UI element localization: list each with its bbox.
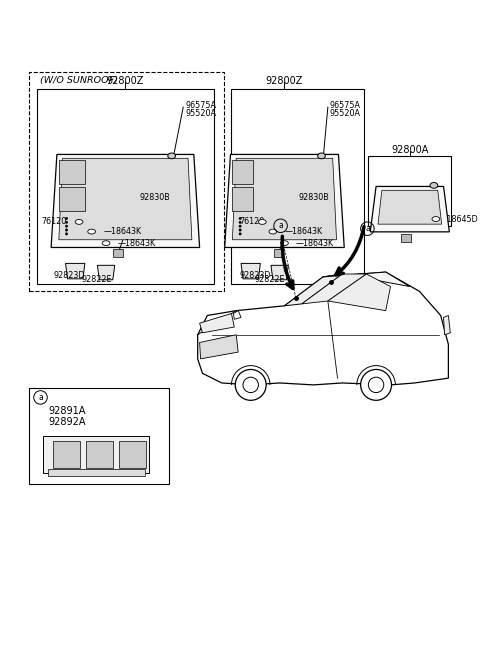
Bar	[36, 89, 214, 283]
Polygon shape	[370, 186, 449, 232]
Polygon shape	[66, 264, 85, 279]
Circle shape	[235, 369, 266, 400]
Text: 96575A: 96575A	[330, 101, 361, 110]
Bar	[232, 188, 253, 211]
Bar	[401, 234, 411, 241]
Ellipse shape	[239, 233, 241, 235]
Circle shape	[360, 369, 392, 400]
Text: —18643K: —18643K	[296, 239, 334, 248]
Ellipse shape	[269, 229, 277, 234]
Ellipse shape	[430, 182, 438, 188]
Text: 76120: 76120	[41, 217, 67, 226]
Ellipse shape	[432, 216, 440, 222]
Ellipse shape	[75, 220, 83, 224]
Ellipse shape	[65, 229, 68, 231]
Text: (W/O SUNROOF): (W/O SUNROOF)	[40, 75, 119, 85]
Polygon shape	[51, 154, 200, 247]
Bar	[59, 160, 85, 184]
Bar	[29, 388, 169, 484]
Polygon shape	[328, 274, 391, 311]
Bar	[59, 188, 85, 211]
Text: 92830B: 92830B	[140, 194, 170, 202]
Polygon shape	[198, 272, 448, 385]
Text: 18645D: 18645D	[444, 215, 477, 224]
Polygon shape	[241, 264, 260, 279]
Polygon shape	[232, 158, 336, 240]
Text: 92822E: 92822E	[255, 276, 285, 284]
Bar	[53, 441, 80, 468]
Text: 92800Z: 92800Z	[107, 76, 144, 86]
Bar	[43, 436, 149, 472]
Text: a: a	[38, 393, 43, 402]
Text: —18643K: —18643K	[118, 239, 156, 248]
Text: 95520A: 95520A	[185, 110, 216, 119]
Ellipse shape	[168, 153, 176, 159]
Ellipse shape	[65, 217, 68, 220]
Text: —18643K: —18643K	[103, 227, 141, 236]
Bar	[113, 249, 123, 257]
Text: a: a	[278, 221, 283, 230]
Text: 96575A: 96575A	[185, 101, 216, 110]
Text: 92823D: 92823D	[239, 272, 271, 280]
Polygon shape	[378, 190, 442, 224]
Ellipse shape	[65, 225, 68, 228]
Text: 76120: 76120	[239, 217, 264, 226]
Polygon shape	[233, 311, 241, 319]
Ellipse shape	[239, 229, 241, 231]
Bar	[86, 441, 113, 468]
Polygon shape	[225, 154, 344, 247]
Bar	[48, 469, 144, 476]
Text: 92830B: 92830B	[299, 194, 330, 202]
Text: 92800A: 92800A	[391, 144, 429, 155]
Ellipse shape	[318, 153, 325, 159]
Bar	[231, 89, 364, 283]
Ellipse shape	[65, 221, 68, 224]
Text: 92822E: 92822E	[81, 276, 112, 284]
Ellipse shape	[258, 220, 266, 224]
Polygon shape	[323, 272, 410, 287]
Ellipse shape	[281, 241, 288, 245]
Bar	[29, 72, 224, 291]
Text: 92892A: 92892A	[48, 417, 86, 426]
Ellipse shape	[239, 217, 241, 220]
Bar	[232, 160, 253, 184]
Text: —18643K: —18643K	[285, 227, 323, 236]
Polygon shape	[59, 158, 192, 240]
Polygon shape	[285, 274, 342, 306]
Ellipse shape	[239, 225, 241, 228]
Ellipse shape	[88, 229, 96, 234]
Ellipse shape	[65, 233, 68, 235]
Text: 92800Z: 92800Z	[266, 76, 303, 86]
Polygon shape	[97, 265, 115, 280]
Text: 92823D: 92823D	[54, 272, 85, 280]
Polygon shape	[302, 274, 366, 304]
Text: a: a	[365, 224, 370, 233]
Ellipse shape	[239, 221, 241, 224]
Text: 95520A: 95520A	[330, 110, 361, 119]
Ellipse shape	[102, 241, 110, 245]
Bar	[368, 156, 451, 226]
Polygon shape	[271, 265, 288, 280]
Polygon shape	[444, 316, 450, 335]
Text: 92891A: 92891A	[48, 406, 85, 416]
Polygon shape	[200, 314, 234, 333]
Bar	[119, 441, 145, 468]
Polygon shape	[200, 335, 238, 359]
Bar	[274, 249, 284, 257]
